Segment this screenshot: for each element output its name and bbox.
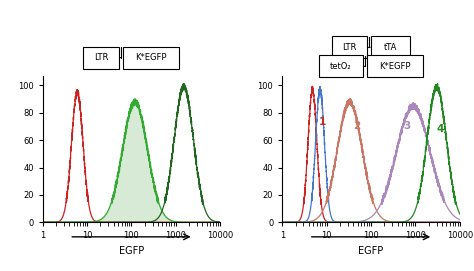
FancyBboxPatch shape [371, 36, 410, 58]
Text: tTA: tTA [384, 43, 397, 52]
Text: 2: 2 [353, 121, 360, 131]
Text: 1: 1 [319, 117, 326, 127]
FancyBboxPatch shape [83, 47, 119, 69]
FancyBboxPatch shape [319, 55, 363, 77]
Text: tetO₂: tetO₂ [330, 62, 352, 71]
Text: EGFP: EGFP [119, 246, 144, 256]
FancyBboxPatch shape [123, 47, 179, 69]
Text: 3: 3 [403, 121, 410, 131]
Text: K*EGFP: K*EGFP [135, 53, 167, 62]
Text: K*EGFP: K*EGFP [379, 62, 411, 71]
FancyBboxPatch shape [332, 36, 367, 58]
Text: LTR: LTR [94, 53, 109, 62]
Text: EGFP: EGFP [358, 246, 383, 256]
FancyBboxPatch shape [366, 55, 423, 77]
Text: 4: 4 [436, 124, 444, 134]
Text: LTR: LTR [343, 43, 357, 52]
